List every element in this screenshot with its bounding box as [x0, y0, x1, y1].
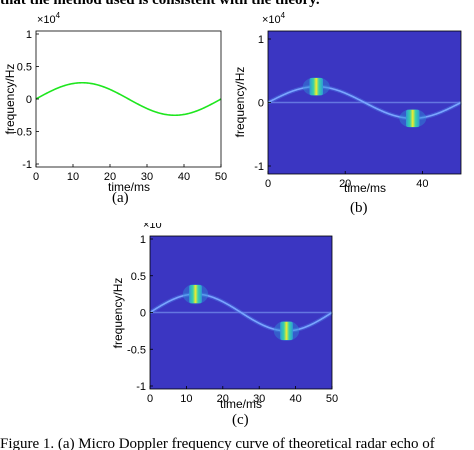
x-tick-label: 50	[326, 393, 338, 405]
x-tick-label: 0	[265, 178, 271, 190]
x-axis-label: time/ms	[108, 180, 150, 194]
peak-2	[280, 321, 293, 341]
x-axis-label: time/ms	[220, 397, 262, 411]
x-tick-label: 20	[104, 171, 116, 183]
y-exponent-power: 4	[162, 223, 167, 225]
sub-label-a: (a)	[112, 190, 129, 206]
x-tick-label: 50	[215, 171, 227, 183]
spectrogram-curve	[149, 293, 333, 332]
y-tick-label: -0.5	[127, 344, 146, 356]
y-tick-label: 0	[258, 98, 264, 110]
peak-1	[189, 284, 202, 304]
sub-label-b: (b)	[350, 200, 368, 216]
y-exponent-label: ×104	[143, 223, 167, 231]
peak-1	[309, 78, 324, 96]
x-tick-label: 40	[178, 171, 190, 183]
y-tick-label: 1	[26, 29, 32, 41]
x-tick-label: 0	[33, 171, 39, 183]
series-line-1	[35, 81, 222, 117]
x-tick-label: 30	[253, 393, 265, 405]
y-exponent-label: ×104	[262, 11, 286, 26]
x-tick-label: 10	[180, 393, 192, 405]
y-tick-label: -1	[136, 381, 146, 393]
sub-label-c: (c)	[232, 412, 249, 428]
y-exponent-label: ×104	[37, 11, 61, 26]
y-tick-label: 1	[140, 234, 146, 246]
spectrogram-curve	[267, 85, 462, 120]
y-tick-label: 0.5	[17, 62, 32, 74]
y-tick-label: -1	[254, 161, 264, 173]
x-tick-label: 40	[416, 178, 428, 190]
y-exponent-power: 4	[281, 11, 286, 20]
y-tick-label: 0	[26, 94, 32, 106]
y-tick-label: 0	[140, 308, 146, 320]
y-tick-label: -1	[22, 159, 32, 171]
y-tick-label: -0.5	[13, 127, 32, 139]
x-tick-label: 10	[67, 171, 79, 183]
y-tick-label: 0.5	[131, 271, 146, 283]
x-tick-label: 20	[217, 393, 229, 405]
x-axis-label: time/ms	[344, 181, 386, 195]
chart-a: 0 10 20 30 40 50 1 0.5 0 -0.5 -1 ×104 time/ms frequen…	[3, 11, 227, 194]
y-exponent-power: 4	[56, 11, 61, 20]
y-axis-label: frequency/Hz	[111, 278, 125, 349]
x-tick-label: 30	[141, 171, 153, 183]
y-axis-label: frequency/Hz	[3, 64, 17, 135]
y-axis-label: frequency/Hz	[233, 67, 247, 138]
x-tick-label: 40	[289, 393, 301, 405]
top-text: that the method used is consistent with …	[0, 0, 320, 8]
y-tick-label: 1	[258, 34, 264, 46]
peak-2	[405, 109, 420, 127]
figure-caption: Figure 1. (a) Micro Doppler frequency cu…	[0, 436, 435, 450]
x-tick-label: 0	[147, 393, 153, 405]
x-tick-label: 20	[339, 178, 351, 190]
chart-c: 0 10 20 30 40 50 1 0.5 0 -0.5 -1 ×104 time/ms frequen…	[111, 223, 338, 411]
